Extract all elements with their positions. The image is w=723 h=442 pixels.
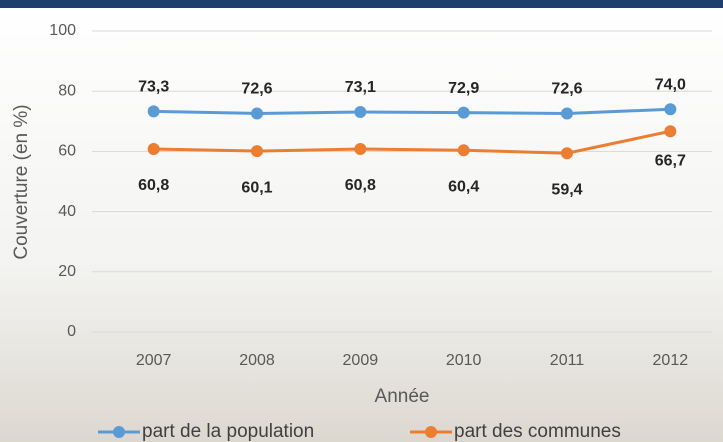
x-tick-label: 2010 bbox=[446, 352, 482, 369]
data-label: 60,8 bbox=[138, 177, 169, 194]
data-point bbox=[354, 105, 367, 118]
data-point bbox=[251, 107, 263, 120]
data-point bbox=[664, 125, 677, 138]
y-tick-label: 0 bbox=[67, 323, 76, 340]
data-label: 60,4 bbox=[448, 178, 479, 195]
data-point bbox=[561, 107, 573, 120]
data-label: 60,8 bbox=[345, 177, 376, 194]
header-bar bbox=[0, 0, 723, 8]
y-tick-label: 100 bbox=[49, 22, 76, 39]
x-tick-label: 2012 bbox=[653, 352, 689, 369]
x-axis-title: Année bbox=[375, 386, 430, 407]
data-point bbox=[251, 145, 263, 158]
data-point bbox=[354, 142, 367, 155]
y-tick-label: 20 bbox=[58, 263, 76, 280]
legend-label: part de la population bbox=[142, 421, 314, 442]
series-line bbox=[153, 129, 671, 155]
legend-marker bbox=[425, 426, 437, 438]
series-line bbox=[153, 107, 671, 115]
data-label: 73,3 bbox=[138, 79, 169, 96]
data-point bbox=[457, 106, 470, 119]
data-point bbox=[147, 142, 160, 155]
x-tick-label: 2008 bbox=[239, 352, 275, 369]
data-label: 72,9 bbox=[448, 80, 479, 97]
y-tick-label: 40 bbox=[58, 203, 76, 220]
y-tick-label: 80 bbox=[58, 82, 76, 99]
x-tick-label: 2011 bbox=[550, 352, 585, 369]
data-label: 72,6 bbox=[551, 81, 582, 98]
x-tick-label: 2009 bbox=[343, 352, 379, 369]
data-point bbox=[457, 144, 470, 157]
data-label: 66,7 bbox=[655, 152, 686, 169]
data-label: 59,4 bbox=[551, 181, 582, 198]
y-tick-label: 60 bbox=[58, 143, 76, 160]
data-point bbox=[147, 105, 160, 118]
data-point bbox=[561, 147, 573, 160]
data-point bbox=[664, 103, 677, 116]
data-label: 74,0 bbox=[655, 76, 686, 93]
legend-label: part des communes bbox=[454, 421, 621, 442]
legend-marker bbox=[113, 426, 125, 438]
data-label: 72,6 bbox=[241, 81, 272, 98]
y-axis-title: Couverture (en %) bbox=[11, 104, 32, 259]
x-tick-label: 2007 bbox=[136, 352, 172, 369]
data-label: 60,1 bbox=[241, 179, 272, 196]
data-label: 73,1 bbox=[345, 79, 376, 96]
